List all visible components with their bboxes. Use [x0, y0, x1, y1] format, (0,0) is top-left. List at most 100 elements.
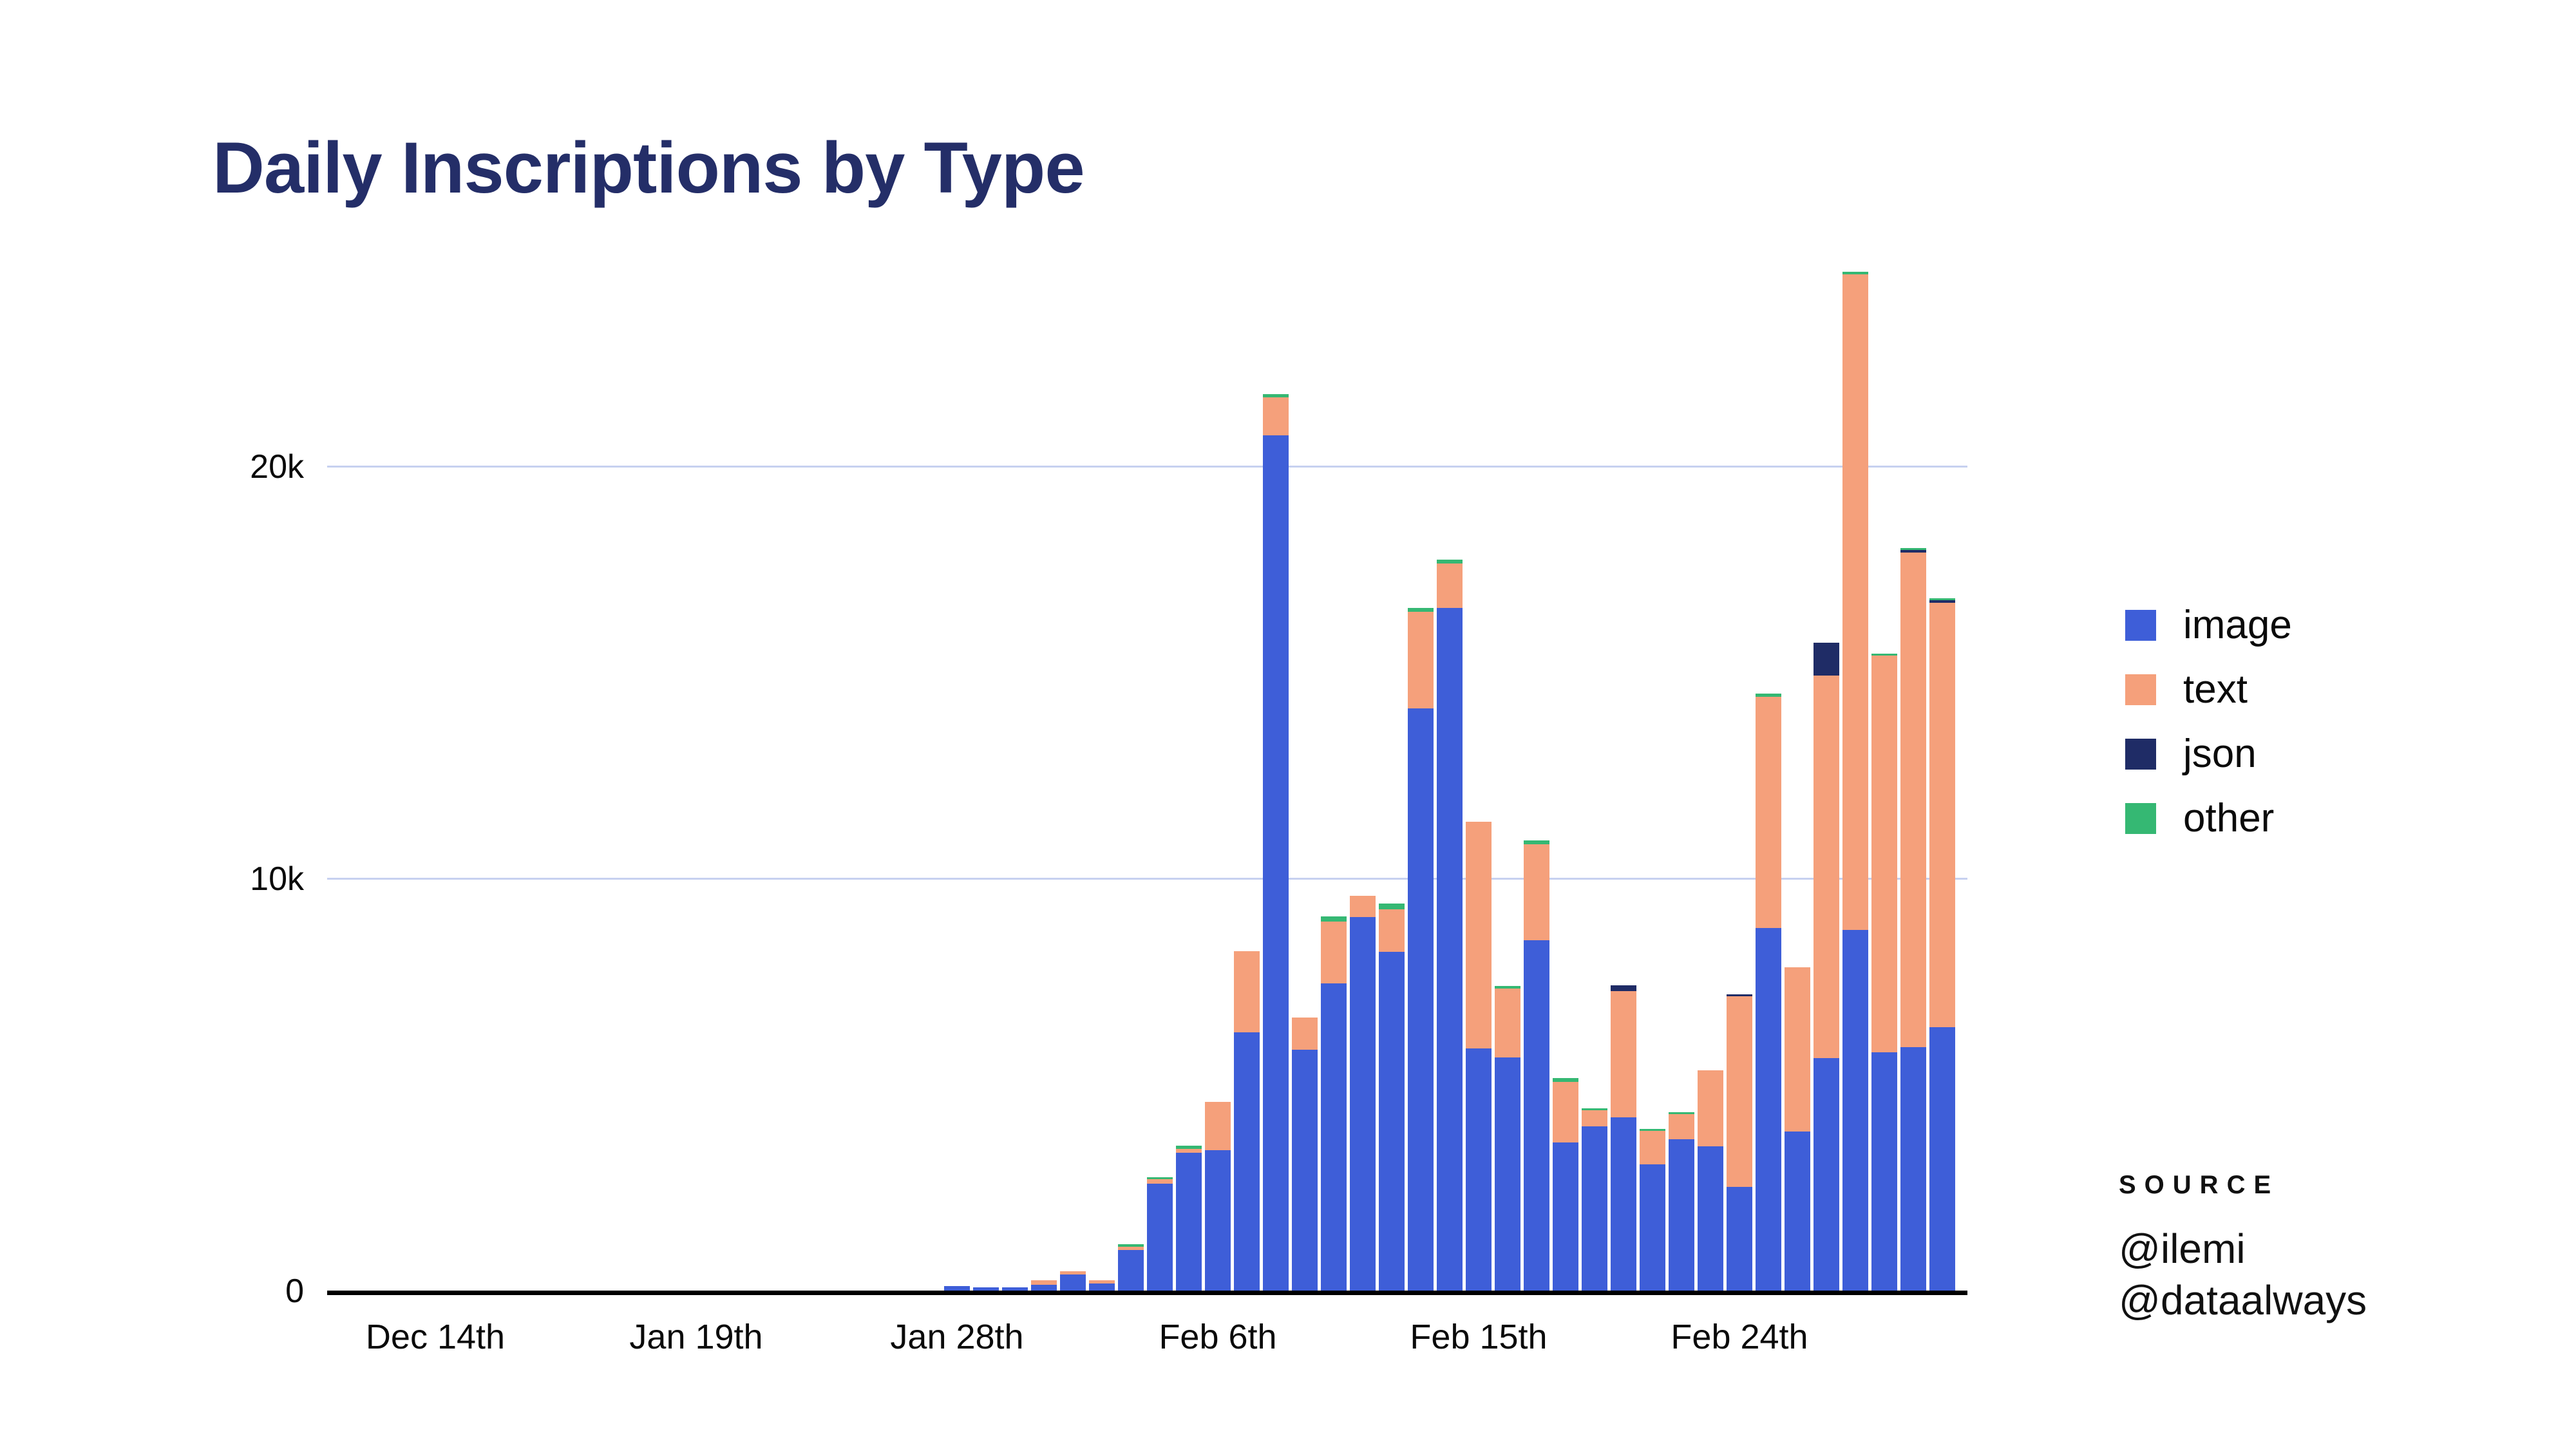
bar-segment-json [1900, 549, 1926, 553]
bar-feb-23rd [1698, 1070, 1723, 1291]
bar-feb-21st [1640, 1129, 1665, 1291]
bar-segment-other [1669, 1112, 1694, 1114]
legend-swatch-json [2125, 739, 2156, 770]
bar-segment-image [1147, 1184, 1173, 1291]
legend-label-json: json [2183, 732, 2257, 776]
legend-item-other: other [2125, 799, 2292, 838]
bar-segment-text [1437, 564, 1463, 609]
bar-feb-14th [1437, 560, 1463, 1291]
bar-segment-other [1147, 1177, 1173, 1180]
bar-segment-image [1031, 1285, 1057, 1291]
bar-segment-text [1669, 1113, 1694, 1140]
bar-jan-28th [944, 1285, 970, 1291]
legend-swatch-image [2125, 610, 2156, 641]
bar-segment-other [1495, 986, 1520, 989]
bar-segment-image [1842, 930, 1868, 1291]
bar-feb-9th [1292, 1017, 1318, 1291]
bar-segment-json [1611, 985, 1636, 992]
bar-segment-image [1669, 1139, 1694, 1291]
bar-segment-image [1437, 608, 1463, 1291]
bar-mar-1st [1871, 654, 1897, 1291]
bar-segment-other [1842, 271, 1868, 275]
bar-segment-other [1871, 654, 1897, 656]
source-handle-dataalways: @dataalways [2119, 1277, 2367, 1323]
bar-segment-text [1408, 611, 1434, 708]
bar-segment-image [1756, 927, 1781, 1291]
bar-feb-4th [1147, 1177, 1173, 1291]
bar-feb-10th [1321, 916, 1347, 1291]
bar-feb-5th [1176, 1146, 1202, 1291]
bar-segment-text [1263, 397, 1289, 435]
bar-segment-text [1205, 1101, 1231, 1151]
bar-mar-2nd [1900, 547, 1926, 1291]
bar-segment-text [1176, 1149, 1202, 1153]
bar-segment-other [1900, 547, 1926, 550]
bar-segment-text [1727, 996, 1752, 1188]
gridline-20k [327, 466, 1967, 468]
bar-segment-text [1321, 922, 1347, 984]
x-tick-label-jan-28th: Jan 28th [890, 1318, 1024, 1356]
bar-feb-15th [1466, 822, 1492, 1291]
bar-segment-image [1205, 1150, 1231, 1291]
bar-segment-text [1466, 822, 1492, 1048]
bar-segment-text [1756, 696, 1781, 928]
bar-segment-text [1929, 602, 1955, 1028]
legend-label-image: image [2183, 603, 2292, 647]
bar-segment-image [1350, 917, 1376, 1291]
bar-segment-other [1640, 1129, 1665, 1132]
bar-feb-8th [1263, 394, 1289, 1291]
legend-label-other: other [2183, 796, 2275, 840]
bar-feb-18th [1553, 1078, 1578, 1291]
bar-segment-image [1785, 1131, 1810, 1291]
bar-segment-text [1495, 988, 1520, 1057]
bar-segment-text [1234, 951, 1260, 1033]
bar-segment-text [1118, 1246, 1144, 1250]
bar-jan-30th [1002, 1287, 1028, 1291]
bar-segment-other [1437, 560, 1463, 564]
bar-segment-image [1698, 1146, 1723, 1291]
y-tick-label-10k: 10k [250, 860, 304, 898]
bar-segment-image [1176, 1153, 1202, 1291]
bar-segment-other [1582, 1108, 1607, 1110]
bar-feb-27th [1814, 642, 1839, 1291]
x-tick-label-jan-19th: Jan 19th [629, 1318, 763, 1356]
legend-item-json: json [2125, 734, 2292, 774]
bar-segment-text [1379, 909, 1405, 952]
bar-segment-text [1060, 1271, 1086, 1275]
source-handle-ilemi: @ilemi [2119, 1226, 2246, 1272]
bar-segment-image [1089, 1283, 1115, 1291]
bar-segment-text [1350, 895, 1376, 918]
bar-segment-text [1553, 1081, 1578, 1143]
bar-segment-image [1929, 1027, 1955, 1291]
bar-feb-20th [1611, 985, 1636, 1291]
bar-segment-text [1582, 1110, 1607, 1127]
bar-segment-image [1060, 1274, 1086, 1291]
bar-segment-text [1089, 1280, 1115, 1283]
bar-segment-image [1553, 1142, 1578, 1291]
bar-segment-image [973, 1287, 999, 1291]
bar-feb-6th [1205, 1101, 1231, 1291]
bar-segment-other [1408, 607, 1434, 612]
bar-segment-image [1408, 708, 1434, 1291]
bar-segment-image [1582, 1126, 1607, 1291]
bar-segment-text [1524, 844, 1549, 940]
x-tick-label-feb-24th: Feb 24th [1671, 1318, 1808, 1356]
bar-feb-25th [1756, 694, 1781, 1291]
bar-segment-image [1900, 1046, 1926, 1291]
x-tick-label-feb-15th: Feb 15th [1410, 1318, 1548, 1356]
bar-segment-other [1263, 394, 1289, 398]
bar-segment-image [944, 1285, 970, 1291]
bar-segment-other [1118, 1244, 1144, 1247]
y-tick-label-20k: 20k [250, 448, 304, 486]
bar-feb-1st [1060, 1271, 1086, 1291]
bar-segment-text [1814, 676, 1839, 1059]
bar-segment-text [1785, 967, 1810, 1132]
bar-jan-31st [1031, 1280, 1057, 1291]
y-tick-label-0: 0 [285, 1273, 304, 1310]
bar-segment-text [1640, 1131, 1665, 1164]
legend-item-image: image [2125, 605, 2292, 645]
bar-segment-other [1176, 1146, 1202, 1150]
bar-segment-image [1495, 1057, 1520, 1291]
bar-segment-image [1292, 1050, 1318, 1291]
bar-segment-text [1698, 1070, 1723, 1146]
